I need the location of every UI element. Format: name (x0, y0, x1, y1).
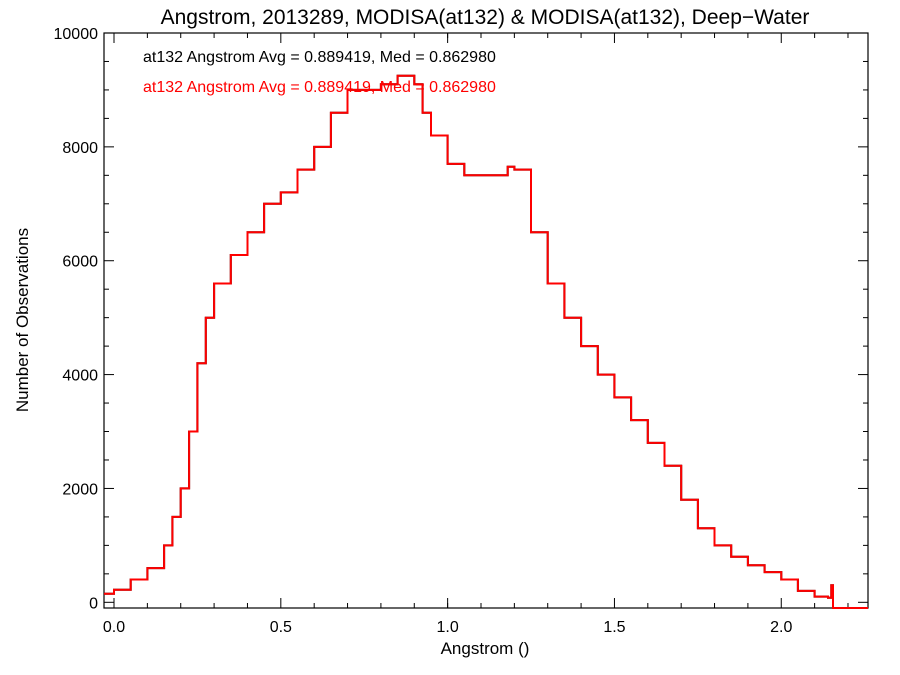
x-tick-label: 2.0 (770, 619, 792, 636)
y-tick-label: 4000 (62, 368, 98, 385)
x-tick-label: 0.0 (103, 619, 125, 636)
chart-title: Angstrom, 2013289, MODISA(at132) & MODIS… (161, 6, 810, 29)
y-axis-label: Number of Observations (13, 228, 32, 412)
y-tick-label: 6000 (62, 254, 98, 271)
x-axis-label: Angstrom () (441, 639, 530, 658)
series-line-0 (104, 74, 868, 609)
series-line-1 (104, 74, 868, 609)
y-tick-label: 2000 (62, 481, 98, 498)
y-tick-label: 8000 (62, 140, 98, 157)
y-tick-label: 10000 (54, 26, 99, 43)
plot-area: 0.0 0.5 1.0 1.5 2.0 0 2000 4000 6000 8000 10000 at1… (54, 26, 869, 636)
x-tick-label: 0.5 (270, 619, 292, 636)
x-tick-label: 1.0 (437, 619, 459, 636)
x-tick-label: 1.5 (603, 619, 625, 636)
y-tick-label: 0 (89, 595, 98, 612)
annotation-0: at132 Angstrom Avg = 0.889419, Med = 0.8… (143, 49, 496, 66)
plot-frame (103, 32, 869, 609)
annotation-1: at132 Angstrom Avg = 0.889419, Med = 0.8… (143, 79, 496, 96)
